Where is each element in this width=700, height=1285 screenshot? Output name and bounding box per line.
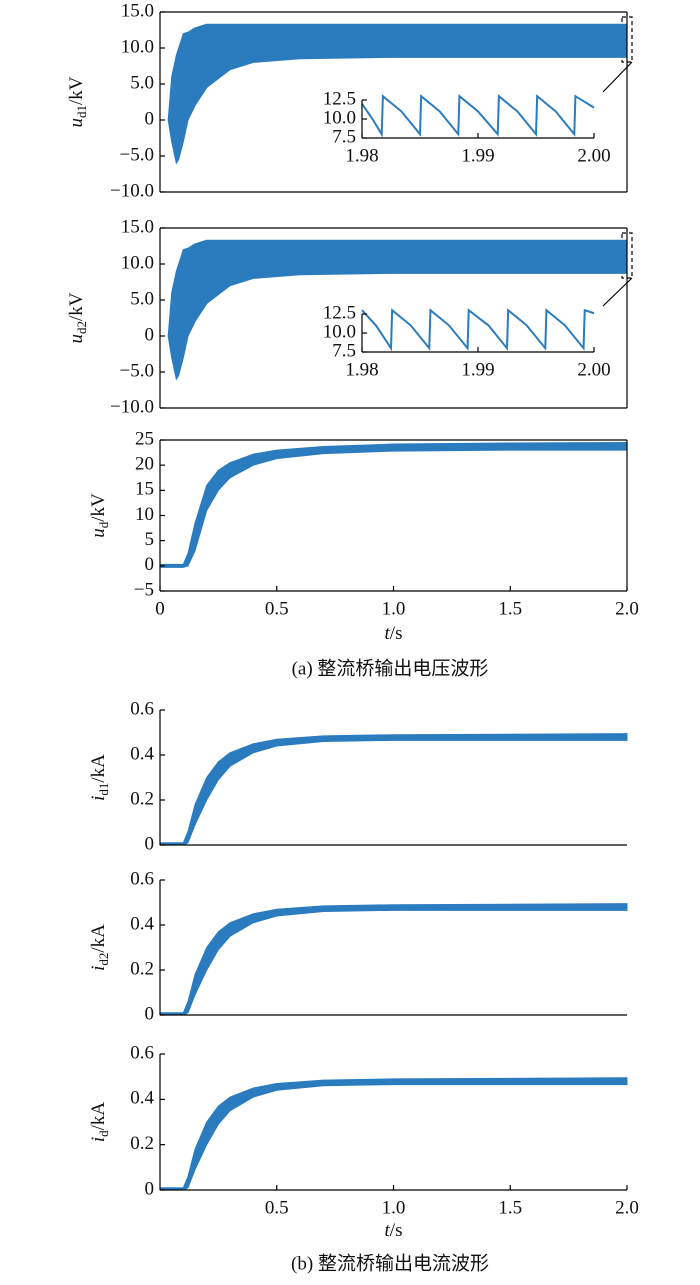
y-tick-label: −5.0 (120, 360, 154, 381)
label-variable: i (88, 1137, 109, 1142)
x-tick-label: 1.98 (345, 359, 378, 380)
signal-band (159, 442, 628, 568)
signal-band (159, 733, 628, 846)
label-subscript: d2 (96, 953, 111, 966)
y-tick-label: 0 (145, 1003, 155, 1024)
signal-line (361, 308, 595, 352)
caption: (b) 整流桥输出电流波形 (291, 1252, 489, 1274)
label-variable: i (88, 966, 109, 971)
label-subscript: d (96, 1130, 111, 1137)
y-tick-label: 0.6 (130, 868, 154, 889)
x-tick-label: 1.99 (461, 359, 494, 380)
y-tick-label: −10.0 (110, 396, 154, 417)
y-tick-label: 10.0 (121, 252, 154, 273)
y-tick-label: 10.0 (323, 107, 356, 128)
label-unit: /kV (88, 493, 109, 522)
y-tick-label: 12.5 (323, 88, 356, 109)
label-unit: /kV (66, 76, 87, 105)
y-tick-label: 5.0 (130, 72, 154, 93)
x-tick-label: 2.00 (577, 359, 610, 380)
y-tick-label: 25 (135, 428, 154, 449)
signal-line (361, 94, 595, 138)
label-unit: /kA (88, 754, 109, 783)
y-tick-label: 7.5 (332, 126, 356, 147)
y-tick-label: 0.2 (130, 788, 154, 809)
caption: (a) 整流桥输出电压波形 (292, 657, 489, 679)
y-tick-label: 15.0 (121, 216, 154, 237)
y-tick-label: −10.0 (110, 180, 154, 201)
label-variable: t (385, 623, 391, 644)
y-tick-label: 0.2 (130, 958, 154, 979)
x-tick-label: 2.0 (615, 598, 639, 619)
label-subscript: d (96, 521, 111, 528)
y-tick-label: 0 (145, 554, 155, 575)
y-tick-label: 5 (145, 529, 155, 550)
y-tick-label: 15 (135, 479, 154, 500)
inset-background (360, 306, 598, 354)
y-tick-label: −5.0 (120, 144, 154, 165)
zoom-connector (602, 277, 633, 307)
label-unit: /kA (88, 1102, 109, 1131)
signal-band (159, 1077, 628, 1191)
label-unit: /kA (88, 924, 109, 953)
label-variable: u (66, 118, 87, 128)
x-tick-label: 1.99 (461, 145, 494, 166)
label-variable: t (385, 1220, 391, 1241)
y-tick-label: 0.4 (130, 743, 154, 764)
signal-band (159, 903, 628, 1016)
y-axis-label: id/kA (88, 1102, 111, 1143)
x-tick-label: 2.0 (615, 1197, 639, 1218)
y-tick-label: 10.0 (121, 36, 154, 57)
y-axis-label: ud2/kV (66, 292, 89, 343)
y-tick-label: 15.0 (121, 0, 154, 21)
y-tick-label: 0 (145, 1178, 155, 1199)
y-tick-label: 0 (145, 324, 155, 345)
y-tick-label: 0.4 (130, 1088, 154, 1109)
y-tick-label: 20 (135, 454, 154, 475)
y-tick-label: 12.5 (323, 302, 356, 323)
x-tick-label: 1.0 (382, 1197, 406, 1218)
y-tick-label: 0.4 (130, 913, 154, 934)
x-tick-label: 0.5 (265, 1197, 289, 1218)
y-tick-label: 0.2 (130, 1133, 154, 1154)
x-tick-label: 1.98 (345, 145, 378, 166)
x-tick-label: 1.5 (498, 598, 522, 619)
label-variable: u (88, 528, 109, 538)
x-axis-label: t/s (385, 623, 403, 644)
y-tick-label: 7.5 (332, 340, 356, 361)
label-unit: /s (390, 623, 403, 644)
x-tick-label: 0 (155, 598, 165, 619)
y-tick-label: 5.0 (130, 288, 154, 309)
y-tick-label: 0 (145, 833, 155, 854)
label-variable: u (66, 334, 87, 344)
y-axis-label: ud/kV (88, 493, 111, 538)
y-axis-label: ud1/kV (66, 76, 89, 127)
y-tick-label: 0 (145, 108, 155, 129)
y-tick-label: −5 (134, 579, 154, 600)
y-tick-label: 10 (135, 504, 154, 525)
y-tick-label: 10.0 (323, 321, 356, 342)
x-tick-label: 1.5 (498, 1197, 522, 1218)
label-subscript: d1 (96, 783, 111, 796)
inset-background (360, 92, 598, 140)
y-axis-label: id1/kA (88, 754, 111, 801)
x-tick-label: 1.0 (382, 598, 406, 619)
label-variable: i (88, 796, 109, 801)
label-unit: /kV (66, 292, 87, 321)
label-unit: /s (390, 1220, 403, 1241)
y-tick-label: 0.6 (130, 698, 154, 719)
label-subscript: d2 (74, 321, 89, 334)
y-axis-label: id2/kA (88, 924, 111, 971)
x-axis-label: t/s (385, 1220, 403, 1241)
label-subscript: d1 (74, 105, 89, 118)
x-tick-label: 2.00 (577, 145, 610, 166)
y-tick-label: 0.6 (130, 1042, 154, 1063)
zoom-connector (602, 61, 633, 93)
x-tick-label: 0.5 (265, 598, 289, 619)
